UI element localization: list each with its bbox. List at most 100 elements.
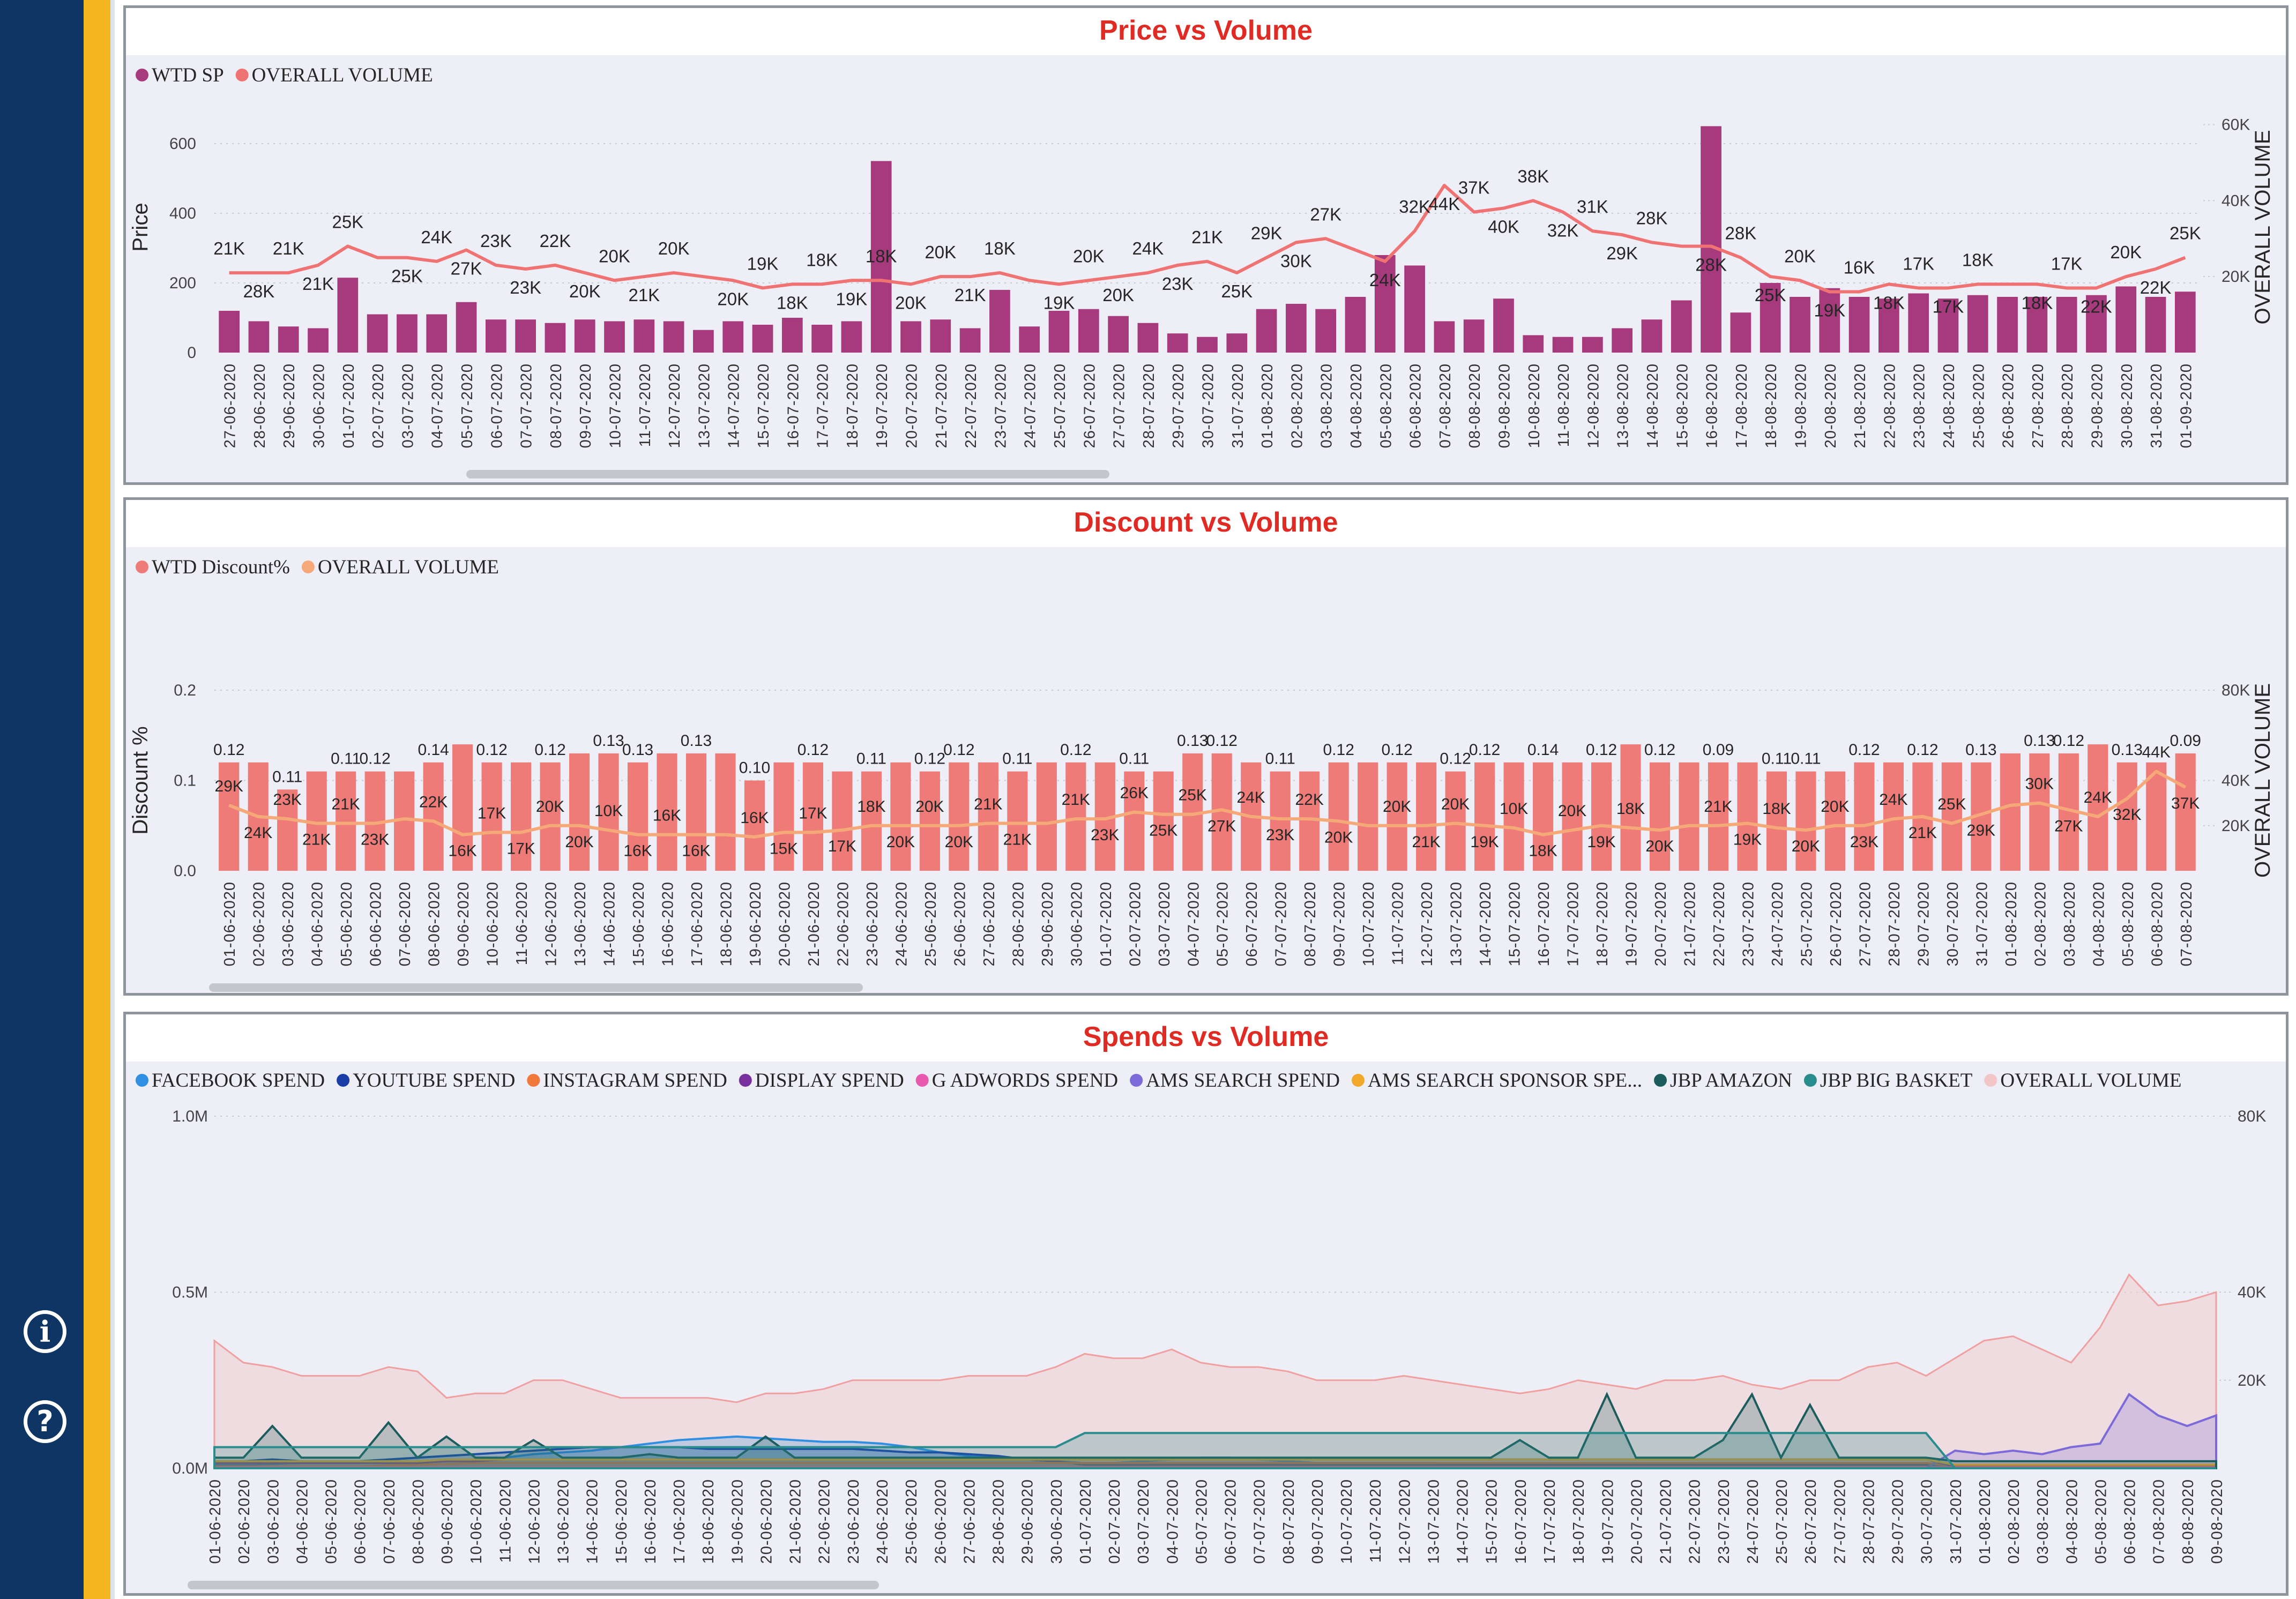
volume-data-label: 18K — [1529, 842, 1557, 860]
bar-26-07-2020 — [1078, 309, 1099, 353]
x-tick-label: 27-06-2020 — [981, 881, 998, 966]
bar-14-07-2020 — [1474, 762, 1495, 871]
legend-marker-wtd-sp — [136, 69, 148, 81]
x-tick-label: 20-07-2020 — [904, 363, 921, 448]
x-tick-label: 16-06-2020 — [660, 881, 677, 966]
volume-data-label: 25K — [1937, 796, 1966, 813]
legend-marker-jbp-amazon — [1654, 1074, 1667, 1087]
bar-18-08-2020 — [1760, 283, 1781, 353]
bar-08-07-2020 — [1299, 771, 1320, 871]
help-icon[interactable]: ? — [24, 1400, 66, 1443]
x-tick-label: 13-06-2020 — [572, 881, 589, 966]
bar-11-07-2020 — [1386, 762, 1407, 871]
x-tick-label: 16-07-2020 — [1512, 1479, 1530, 1564]
volume-data-label: 19K — [1587, 833, 1615, 851]
sidebar-accent-stripe — [84, 0, 110, 1599]
bar-18-07-2020 — [1591, 762, 1612, 871]
x-tick-label: 14-08-2020 — [1644, 363, 1661, 448]
bar-14-06-2020 — [598, 753, 619, 871]
discount-data-label: 0.12 — [943, 741, 974, 759]
bar-28-07-2020 — [1137, 323, 1159, 353]
x-tick-label: 10-07-2020 — [607, 363, 624, 448]
volume-data-label: 23K — [510, 278, 541, 297]
x-tick-label: 19-06-2020 — [729, 1479, 746, 1564]
y-tick-label: 0.5M — [172, 1284, 208, 1302]
bar-02-07-2020 — [367, 314, 388, 353]
volume-data-label: 21K — [955, 285, 986, 305]
x-tick-label: 01-06-2020 — [207, 1479, 224, 1564]
discount-data-label: 0.09 — [2170, 732, 2201, 750]
x-tick-label: 03-08-2020 — [2034, 1479, 2052, 1564]
bar-28-06-2020 — [248, 321, 270, 353]
x-tick-label: 06-06-2020 — [352, 1479, 369, 1564]
x-tick-label: 20-06-2020 — [776, 881, 793, 966]
x-tick-label: 24-06-2020 — [874, 1479, 891, 1564]
x-tick-label: 12-07-2020 — [1396, 1479, 1413, 1564]
x-tick-label: 14-06-2020 — [584, 1479, 601, 1564]
volume-data-label: 29K — [1251, 223, 1283, 243]
x-tick-label: 26-07-2020 — [1802, 1479, 1820, 1564]
x-tick-label: 08-06-2020 — [410, 1479, 427, 1564]
volume-data-label: 25K — [391, 266, 423, 286]
y-tick-label: 400 — [169, 205, 196, 222]
discount-chart-scrollbar[interactable] — [209, 983, 863, 992]
x-tick-label: 24-07-2020 — [1769, 881, 1786, 966]
x-tick-label: 09-06-2020 — [439, 1479, 456, 1564]
x-tick-label: 03-08-2020 — [1318, 363, 1336, 448]
spends-chart-scrollbar[interactable] — [188, 1581, 879, 1589]
x-tick-label: 05-07-2020 — [1214, 881, 1232, 966]
discount-data-label: 0.09 — [1703, 741, 1734, 759]
bar-11-06-2020 — [511, 762, 532, 871]
y2-tick-label: 40K — [2238, 1284, 2266, 1302]
bar-26-08-2020 — [1997, 297, 2018, 353]
x-tick-label: 24-07-2020 — [1745, 1479, 1762, 1564]
bar-07-08-2020 — [2175, 753, 2196, 871]
x-tick-label: 29-07-2020 — [1170, 363, 1187, 448]
x-tick-label: 08-07-2020 — [1280, 1479, 1298, 1564]
x-tick-label: 07-07-2020 — [518, 363, 535, 448]
discount-data-label: 0.12 — [1060, 741, 1091, 759]
price-chart-scrollbar[interactable] — [466, 470, 1109, 479]
bar-24-07-2020 — [1019, 326, 1040, 353]
discount-data-label: 0.12 — [1381, 741, 1412, 759]
volume-data-label: 23K — [1850, 833, 1878, 851]
x-tick-label: 01-08-2020 — [1259, 363, 1276, 448]
bar-10-07-2020 — [1358, 762, 1378, 871]
spends-chart-title: Spends vs Volume — [1083, 1021, 1329, 1052]
x-tick-label: 30-07-2020 — [1944, 881, 1962, 966]
x-tick-label: 11-06-2020 — [497, 1479, 514, 1563]
discount-data-label: 0.12 — [1206, 732, 1238, 750]
volume-data-label: 16K — [740, 809, 769, 827]
x-tick-label: 13-07-2020 — [1448, 881, 1465, 966]
volume-data-label: 20K — [1784, 246, 1816, 266]
x-tick-label: 09-06-2020 — [455, 881, 472, 966]
x-tick-label: 23-06-2020 — [864, 881, 881, 966]
volume-data-label: 21K — [213, 238, 245, 258]
x-tick-label: 22-07-2020 — [963, 363, 980, 448]
x-tick-label: 26-07-2020 — [1081, 363, 1098, 448]
volume-data-label: 20K — [1383, 798, 1411, 816]
discount-data-label: 0.12 — [1469, 741, 1500, 759]
bar-20-07-2020 — [1649, 762, 1671, 871]
volume-data-label: 31K — [1577, 197, 1608, 216]
bar-29-08-2020 — [2086, 295, 2107, 353]
x-tick-label: 18-07-2020 — [1594, 881, 1611, 966]
x-tick-label: 31-07-2020 — [1948, 1479, 1965, 1564]
bar-21-07-2020 — [930, 319, 951, 353]
x-tick-label: 04-08-2020 — [1348, 363, 1365, 448]
x-tick-label: 21-07-2020 — [1658, 1479, 1675, 1564]
bar-29-07-2020 — [1167, 333, 1188, 353]
legend-label-facebook-spend: FACEBOOK SPEND — [152, 1070, 325, 1092]
bar-23-08-2020 — [1908, 293, 1929, 353]
volume-data-label: 30K — [2025, 775, 2054, 793]
x-tick-label: 02-07-2020 — [1106, 1479, 1123, 1564]
info-icon[interactable]: i — [24, 1310, 66, 1353]
volume-data-label: 19K — [1470, 833, 1499, 851]
x-tick-label: 23-07-2020 — [992, 363, 1009, 448]
x-tick-label: 11-08-2020 — [1555, 363, 1572, 447]
bar-01-06-2020 — [219, 762, 240, 871]
bar-13-07-2020 — [1445, 771, 1466, 871]
bar-04-07-2020 — [426, 314, 448, 353]
bar-23-06-2020 — [861, 771, 882, 871]
y2-tick-label: 20K — [2222, 817, 2250, 835]
